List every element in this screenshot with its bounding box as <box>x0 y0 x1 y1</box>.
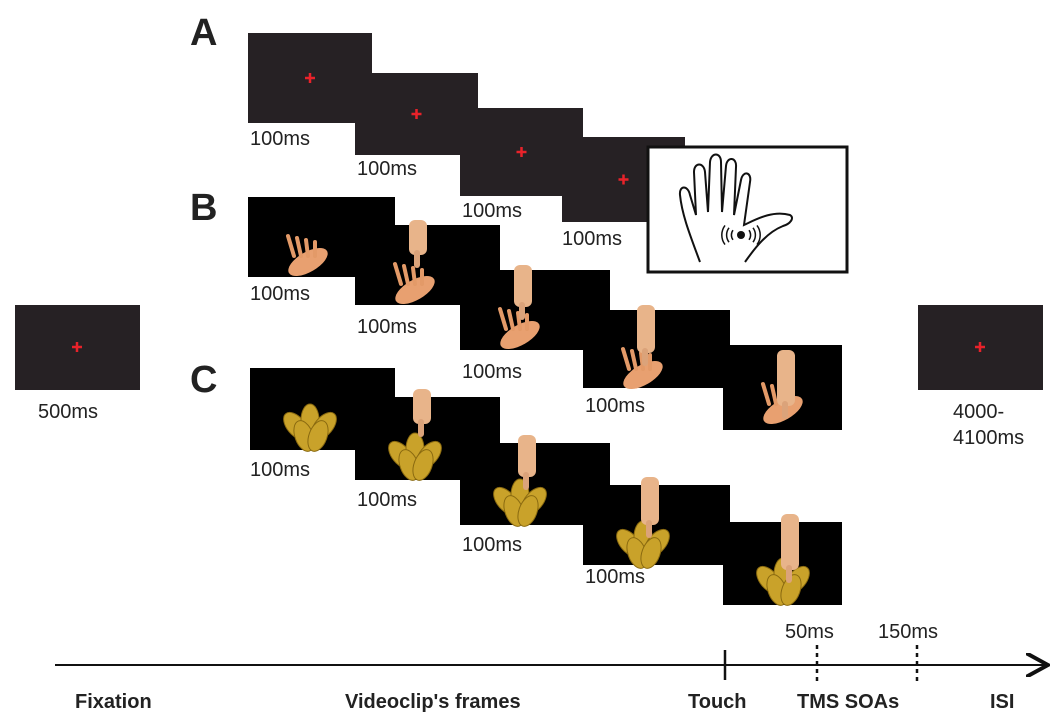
leaf <box>517 495 539 527</box>
frame-duration: 100ms <box>462 200 522 222</box>
timeline-label: Fixation <box>75 691 152 713</box>
hand-finger <box>393 262 403 286</box>
pointing-hand <box>781 514 799 570</box>
isi-duration: 4100ms <box>953 427 1024 449</box>
frame-duration: 100ms <box>562 228 622 250</box>
hand-finger <box>621 347 631 371</box>
pointing-hand <box>637 305 655 353</box>
hand-palm <box>288 248 328 276</box>
pointing-hand <box>641 477 659 525</box>
frame-duration: 100ms <box>357 489 417 511</box>
frame-duration: 100ms <box>585 395 645 417</box>
leaf <box>780 574 802 606</box>
hand-finger <box>402 264 410 286</box>
hand-finger <box>507 309 515 331</box>
frame-duration: 100ms <box>585 566 645 588</box>
hand-outline <box>678 153 793 263</box>
timeline-label: Videoclip's frames <box>345 691 521 713</box>
pointing-hand <box>518 435 536 477</box>
pointing-hand <box>514 265 532 307</box>
touch-point <box>737 231 745 239</box>
diagram: A B C 100ms 100ms 100ms 100ms 100ms 100ms 100ms 10… <box>15 12 1046 713</box>
timeline-label: ISI <box>990 691 1014 713</box>
vibration-arc <box>721 224 726 246</box>
pointing-hand <box>409 220 427 255</box>
frame-duration: 100ms <box>250 459 310 481</box>
pointing-hand <box>777 350 795 406</box>
hand-finger <box>770 384 778 406</box>
leaf <box>307 420 329 452</box>
vibration-arc <box>752 227 757 243</box>
hand-finger <box>411 266 417 286</box>
vibration-arc <box>748 229 752 241</box>
hand-finger <box>286 234 296 258</box>
panel-label: C <box>190 359 217 401</box>
vibration-arc <box>756 224 761 246</box>
hand-palm <box>500 321 540 349</box>
vibration-arc <box>730 229 734 241</box>
hand-finger <box>295 236 303 258</box>
hand-finger <box>498 307 508 331</box>
hand-palm <box>395 276 435 304</box>
frame-duration: 100ms <box>462 361 522 383</box>
panel-label: B <box>190 187 217 229</box>
frame-duration: 100ms <box>250 283 310 305</box>
timeline-label: Touch <box>688 691 747 713</box>
leaf <box>412 449 434 481</box>
panel-label: A <box>190 12 217 54</box>
frame-duration: 100ms <box>357 316 417 338</box>
isi-duration: 4000- <box>953 401 1004 423</box>
leaf <box>640 537 662 569</box>
soa-label: 150ms <box>878 621 938 643</box>
soa-label: 50ms <box>785 621 834 643</box>
hand-finger <box>304 238 310 258</box>
pointing-hand <box>413 389 431 424</box>
hand-palm <box>623 361 663 389</box>
frame-duration: 100ms <box>250 128 310 150</box>
timeline-label: TMS SOAs <box>797 691 899 713</box>
vibration-arc <box>725 227 730 243</box>
touch-icon-box <box>646 145 849 274</box>
fixation-duration: 500ms <box>38 401 98 423</box>
hand-finger <box>630 349 638 371</box>
frame-duration: 100ms <box>462 534 522 556</box>
hand-finger <box>761 382 771 406</box>
hand-finger <box>516 311 522 331</box>
frame-duration: 100ms <box>357 158 417 180</box>
